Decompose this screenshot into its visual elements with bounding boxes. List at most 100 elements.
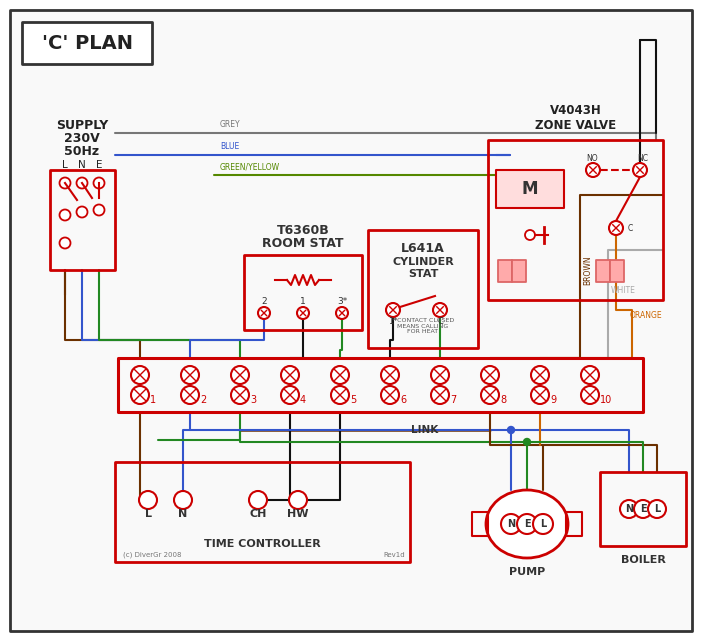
Text: BOILER: BOILER — [621, 555, 665, 565]
Circle shape — [77, 206, 88, 217]
Text: NC: NC — [637, 153, 649, 163]
Text: 2: 2 — [261, 297, 267, 306]
Text: BROWN: BROWN — [583, 255, 592, 285]
Text: GREEN/YELLOW: GREEN/YELLOW — [220, 162, 280, 171]
Bar — [472, 512, 488, 536]
Circle shape — [281, 386, 299, 404]
Circle shape — [620, 500, 638, 518]
Circle shape — [336, 307, 348, 319]
Circle shape — [524, 438, 531, 445]
Circle shape — [609, 221, 623, 235]
Text: 2: 2 — [200, 395, 206, 405]
Text: STAT: STAT — [408, 269, 438, 279]
Bar — [498, 260, 512, 282]
Text: E: E — [95, 160, 102, 170]
Circle shape — [231, 386, 249, 404]
Text: TIME CONTROLLER: TIME CONTROLLER — [204, 539, 321, 549]
Text: LINK: LINK — [411, 425, 439, 435]
Text: 1: 1 — [300, 297, 306, 306]
Circle shape — [289, 491, 307, 509]
Circle shape — [386, 303, 400, 317]
Circle shape — [508, 426, 515, 433]
Text: 7: 7 — [450, 395, 456, 405]
Text: * CONTACT CLOSED
MEANS CALLING
FOR HEAT: * CONTACT CLOSED MEANS CALLING FOR HEAT — [392, 318, 454, 335]
Circle shape — [331, 366, 349, 384]
Circle shape — [433, 303, 447, 317]
Bar — [596, 260, 610, 282]
Text: CYLINDER: CYLINDER — [392, 257, 454, 267]
Text: NO: NO — [586, 153, 598, 163]
Text: 10: 10 — [600, 395, 612, 405]
Bar — [118, 358, 643, 412]
Circle shape — [634, 500, 652, 518]
Text: 9: 9 — [550, 395, 556, 405]
Text: N: N — [507, 519, 515, 529]
Text: C: C — [628, 224, 633, 233]
Bar — [368, 230, 478, 348]
Circle shape — [77, 178, 88, 188]
Circle shape — [258, 307, 270, 319]
Text: 5: 5 — [350, 395, 356, 405]
Circle shape — [531, 386, 549, 404]
Circle shape — [93, 204, 105, 215]
Text: T6360B: T6360B — [277, 224, 329, 237]
Text: 'C' PLAN: 'C' PLAN — [41, 33, 133, 53]
Text: L: L — [654, 504, 660, 514]
Circle shape — [517, 514, 537, 534]
Text: SUPPLY: SUPPLY — [56, 119, 108, 131]
Bar — [610, 260, 624, 282]
Text: L641A: L641A — [401, 242, 445, 254]
Text: V4043H
ZONE VALVE: V4043H ZONE VALVE — [535, 104, 616, 132]
Text: BLUE: BLUE — [220, 142, 239, 151]
Text: M: M — [522, 180, 538, 198]
Circle shape — [633, 163, 647, 177]
Text: N: N — [178, 509, 187, 519]
Text: N: N — [78, 160, 86, 170]
Bar — [512, 260, 526, 282]
Text: (c) DiverGr 2008: (c) DiverGr 2008 — [123, 551, 182, 558]
Circle shape — [586, 163, 600, 177]
Bar — [244, 255, 362, 330]
Circle shape — [249, 491, 267, 509]
Circle shape — [531, 366, 549, 384]
Circle shape — [648, 500, 666, 518]
Circle shape — [174, 491, 192, 509]
Circle shape — [431, 386, 449, 404]
Ellipse shape — [486, 490, 568, 558]
Circle shape — [60, 210, 70, 221]
Text: ROOM STAT: ROOM STAT — [263, 237, 344, 249]
Circle shape — [581, 366, 599, 384]
Bar — [50, 170, 115, 270]
Circle shape — [131, 386, 149, 404]
Circle shape — [297, 307, 309, 319]
Text: HW: HW — [287, 509, 309, 519]
Text: CH: CH — [249, 509, 267, 519]
Text: C: C — [437, 317, 443, 326]
Text: PUMP: PUMP — [509, 567, 545, 577]
Text: 4: 4 — [300, 395, 306, 405]
Circle shape — [481, 386, 499, 404]
Circle shape — [231, 366, 249, 384]
Circle shape — [431, 366, 449, 384]
Text: L: L — [62, 160, 68, 170]
Circle shape — [381, 386, 399, 404]
Circle shape — [481, 366, 499, 384]
Bar — [22, 22, 152, 64]
Text: 6: 6 — [400, 395, 406, 405]
Circle shape — [331, 386, 349, 404]
Text: GREY: GREY — [220, 120, 241, 129]
Text: E: E — [640, 504, 647, 514]
Text: 230V: 230V — [64, 131, 100, 144]
Circle shape — [60, 238, 70, 249]
Circle shape — [181, 366, 199, 384]
Circle shape — [139, 491, 157, 509]
Circle shape — [501, 514, 521, 534]
Circle shape — [581, 386, 599, 404]
Circle shape — [281, 366, 299, 384]
Text: 3*: 3* — [337, 297, 347, 306]
Circle shape — [93, 178, 105, 188]
Text: WHITE: WHITE — [611, 286, 636, 295]
Text: 8: 8 — [500, 395, 506, 405]
Text: 1: 1 — [150, 395, 156, 405]
Circle shape — [60, 178, 70, 188]
